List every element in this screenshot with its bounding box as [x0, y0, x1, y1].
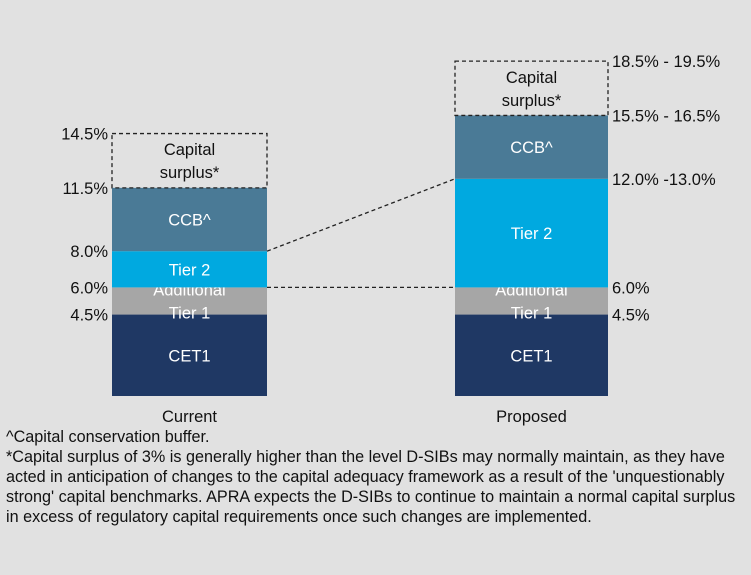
footnotes: ^Capital conservation buffer. *Capital s… [6, 427, 746, 527]
bar-label-proposed-capital-surplus-line-2: surplus* [502, 92, 562, 110]
bar-proposed-capital-surplus [454, 60, 609, 117]
bar-label-proposed-cet1: CET1 [510, 347, 552, 365]
footnote-ccb: ^Capital conservation buffer. [6, 428, 210, 446]
tick-label-current-8-0: 8.0% [70, 243, 108, 261]
tick-label-current-14-5: 14.5% [61, 126, 108, 144]
bar-current-ccb [112, 187, 267, 252]
connector-line-1 [266, 178, 456, 252]
category-label-current: Current [162, 408, 217, 426]
bar-label-current-capital-surplus-line-1: Capital [164, 141, 215, 159]
bar-label-current-additional-tier-1-line-2: Tier 1 [169, 304, 211, 322]
bar-current-additional-tier-1 [112, 287, 267, 315]
tick-label-proposed-15-5-16-5: 15.5% - 16.5% [612, 107, 721, 125]
tick-label-proposed-4-5: 4.5% [612, 307, 650, 325]
tick-label-proposed-6-0: 6.0% [612, 279, 650, 297]
bar-label-current-tier-2: Tier 2 [169, 261, 211, 279]
bar-label-current-ccb: CCB^ [168, 212, 211, 230]
bar-proposed-ccb [455, 115, 608, 179]
bar-proposed-additional-tier-1 [455, 287, 608, 315]
tick-label-current-4-5: 4.5% [70, 307, 108, 325]
bar-label-current-capital-surplus-line-2: surplus* [160, 164, 220, 182]
bar-current-cet1 [112, 314, 267, 396]
tick-label-current-11-5: 11.5% [62, 180, 108, 198]
bar-proposed-cet1 [455, 314, 608, 396]
bar-current-capital-surplus [111, 132, 268, 189]
bar-label-proposed-ccb: CCB^ [510, 139, 553, 157]
bar-proposed-tier-2 [455, 178, 608, 288]
tick-label-proposed-12-0-13-0: 12.0% -13.0% [612, 171, 716, 189]
footnote-surplus: *Capital surplus of 3% is generally high… [6, 448, 736, 526]
bar-label-proposed-additional-tier-1-line-2: Tier 1 [511, 304, 553, 322]
category-label-proposed: Proposed [496, 408, 567, 426]
bar-current-tier-2 [112, 251, 267, 288]
tick-label-proposed-18-5-19-5: 18.5% - 19.5% [612, 53, 721, 71]
bar-label-proposed-capital-surplus-line-1: Capital [506, 69, 557, 87]
tick-label-current-6-0: 6.0% [70, 279, 108, 297]
bar-label-current-cet1: CET1 [168, 347, 210, 365]
bar-label-proposed-tier-2: Tier 2 [511, 225, 553, 243]
